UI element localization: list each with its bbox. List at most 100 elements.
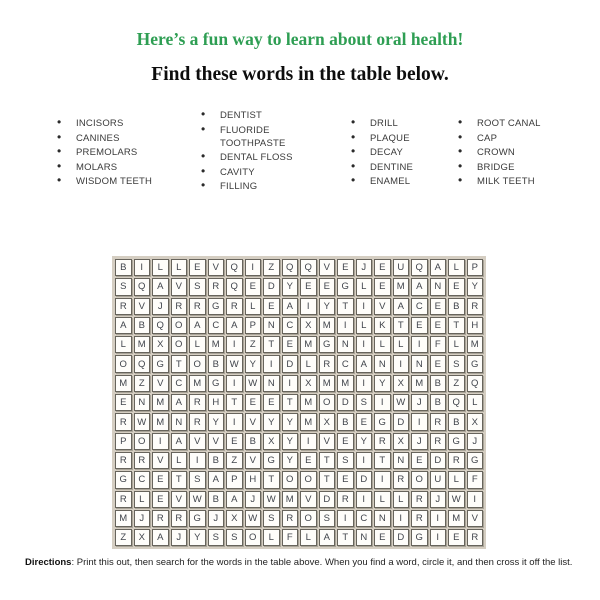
grid-cell: V bbox=[170, 278, 187, 296]
grid-cell: S bbox=[448, 355, 465, 373]
word-item: CAVITY bbox=[200, 165, 315, 179]
grid-cell: V bbox=[170, 490, 187, 508]
grid-cell: G bbox=[337, 278, 354, 296]
grid-cell: C bbox=[170, 374, 187, 393]
grid-cell: R bbox=[207, 278, 224, 296]
grid-cell: B bbox=[337, 413, 354, 431]
grid-cell: R bbox=[115, 490, 132, 508]
grid-cell: X bbox=[318, 413, 335, 431]
grid-cell: N bbox=[355, 529, 372, 547]
grid-cell: A bbox=[152, 278, 169, 296]
grid-cell: V bbox=[207, 432, 224, 450]
grid-cell: N bbox=[374, 509, 391, 528]
grid-cell: J bbox=[244, 490, 261, 508]
grid-cell: E bbox=[244, 278, 261, 296]
grid-cell: G bbox=[466, 451, 483, 470]
grid-cell: L bbox=[244, 297, 261, 315]
grid-cell: D bbox=[318, 490, 335, 508]
grid-cell: Q bbox=[448, 394, 465, 412]
grid-cell: A bbox=[355, 355, 372, 373]
grid-cell: E bbox=[300, 278, 317, 296]
grid-cell: B bbox=[207, 355, 224, 373]
grid-cell: W bbox=[448, 490, 465, 508]
grid-cell: E bbox=[263, 394, 280, 412]
grid-cell: B bbox=[448, 413, 465, 431]
grid-cell: B bbox=[207, 490, 224, 508]
grid-cell: A bbox=[429, 259, 446, 277]
grid-cell: I bbox=[337, 509, 354, 528]
grid-cell: F bbox=[281, 529, 298, 547]
grid-cell: G bbox=[207, 374, 224, 393]
grid-cell: A bbox=[226, 490, 243, 508]
grid-cell: V bbox=[152, 374, 169, 393]
grid-cell: R bbox=[115, 451, 132, 470]
grid-cell: R bbox=[189, 413, 206, 431]
grid-cell: H bbox=[207, 394, 224, 412]
grid-cell: I bbox=[133, 259, 150, 277]
grid-cell: J bbox=[207, 509, 224, 528]
grid-cell: O bbox=[189, 355, 206, 373]
grid-cell: E bbox=[263, 297, 280, 315]
grid-cell: Y bbox=[374, 374, 391, 393]
directions: Directions: Print this out, then search … bbox=[25, 556, 573, 569]
grid-cell: E bbox=[429, 316, 446, 335]
grid-cell: R bbox=[189, 297, 206, 315]
word-item: CROWN bbox=[457, 145, 572, 159]
grid-cell: G bbox=[189, 509, 206, 528]
grid-cell: S bbox=[318, 509, 335, 528]
grid-cell: C bbox=[281, 316, 298, 335]
grid-cell: V bbox=[244, 451, 261, 470]
grid-cell: E bbox=[189, 259, 206, 277]
grid-cell: Q bbox=[133, 278, 150, 296]
grid-cell: Y bbox=[318, 297, 335, 315]
grid-cell: L bbox=[189, 336, 206, 354]
grid-cell: E bbox=[429, 297, 446, 315]
grid-cell: O bbox=[300, 509, 317, 528]
grid-cell: L bbox=[133, 490, 150, 508]
grid-cell: O bbox=[115, 355, 132, 373]
grid-cell: X bbox=[300, 316, 317, 335]
grid-cell: D bbox=[355, 471, 372, 489]
grid-cell: M bbox=[281, 490, 298, 508]
grid-cell: A bbox=[170, 394, 187, 412]
grid-cell: M bbox=[207, 336, 224, 354]
grid-cell: E bbox=[318, 278, 335, 296]
grid-cell: X bbox=[133, 529, 150, 547]
grid-cell: I bbox=[392, 355, 409, 373]
word-item: DENTIST bbox=[200, 108, 315, 122]
grid-cell: J bbox=[466, 432, 483, 450]
grid-cell: N bbox=[392, 451, 409, 470]
grid-cell: G bbox=[411, 529, 428, 547]
grid-cell: I bbox=[374, 394, 391, 412]
grid-cell: Z bbox=[133, 374, 150, 393]
grid-cell: M bbox=[392, 278, 409, 296]
grid-cell: T bbox=[263, 471, 280, 489]
grid-cell: T bbox=[318, 471, 335, 489]
grid-cell: Y bbox=[281, 451, 298, 470]
grid-cell: W bbox=[244, 509, 261, 528]
grid-cell: X bbox=[392, 374, 409, 393]
grid-cell: O bbox=[133, 432, 150, 450]
grid-cell: M bbox=[115, 509, 132, 528]
grid-cell: I bbox=[226, 374, 243, 393]
grid-cell: N bbox=[170, 413, 187, 431]
grid-cell: R bbox=[115, 297, 132, 315]
grid-cell: M bbox=[152, 394, 169, 412]
grid-cell: W bbox=[226, 355, 243, 373]
page-title: Here’s a fun way to learn about oral hea… bbox=[136, 29, 464, 49]
grid-cell: E bbox=[152, 471, 169, 489]
grid-cell: Q bbox=[133, 355, 150, 373]
grid-cell: Q bbox=[411, 259, 428, 277]
grid-cell: W bbox=[392, 394, 409, 412]
grid-cell: Y bbox=[281, 432, 298, 450]
grid-cell: V bbox=[207, 259, 224, 277]
grid-cell: E bbox=[226, 432, 243, 450]
grid-cell: M bbox=[337, 374, 354, 393]
grid-cell: D bbox=[281, 355, 298, 373]
grid-cell: Z bbox=[263, 259, 280, 277]
grid-cell: L bbox=[300, 529, 317, 547]
grid-cell: Q bbox=[152, 316, 169, 335]
word-item: DRILL bbox=[350, 116, 450, 130]
grid-cell: I bbox=[392, 509, 409, 528]
grid-cell: J bbox=[411, 394, 428, 412]
